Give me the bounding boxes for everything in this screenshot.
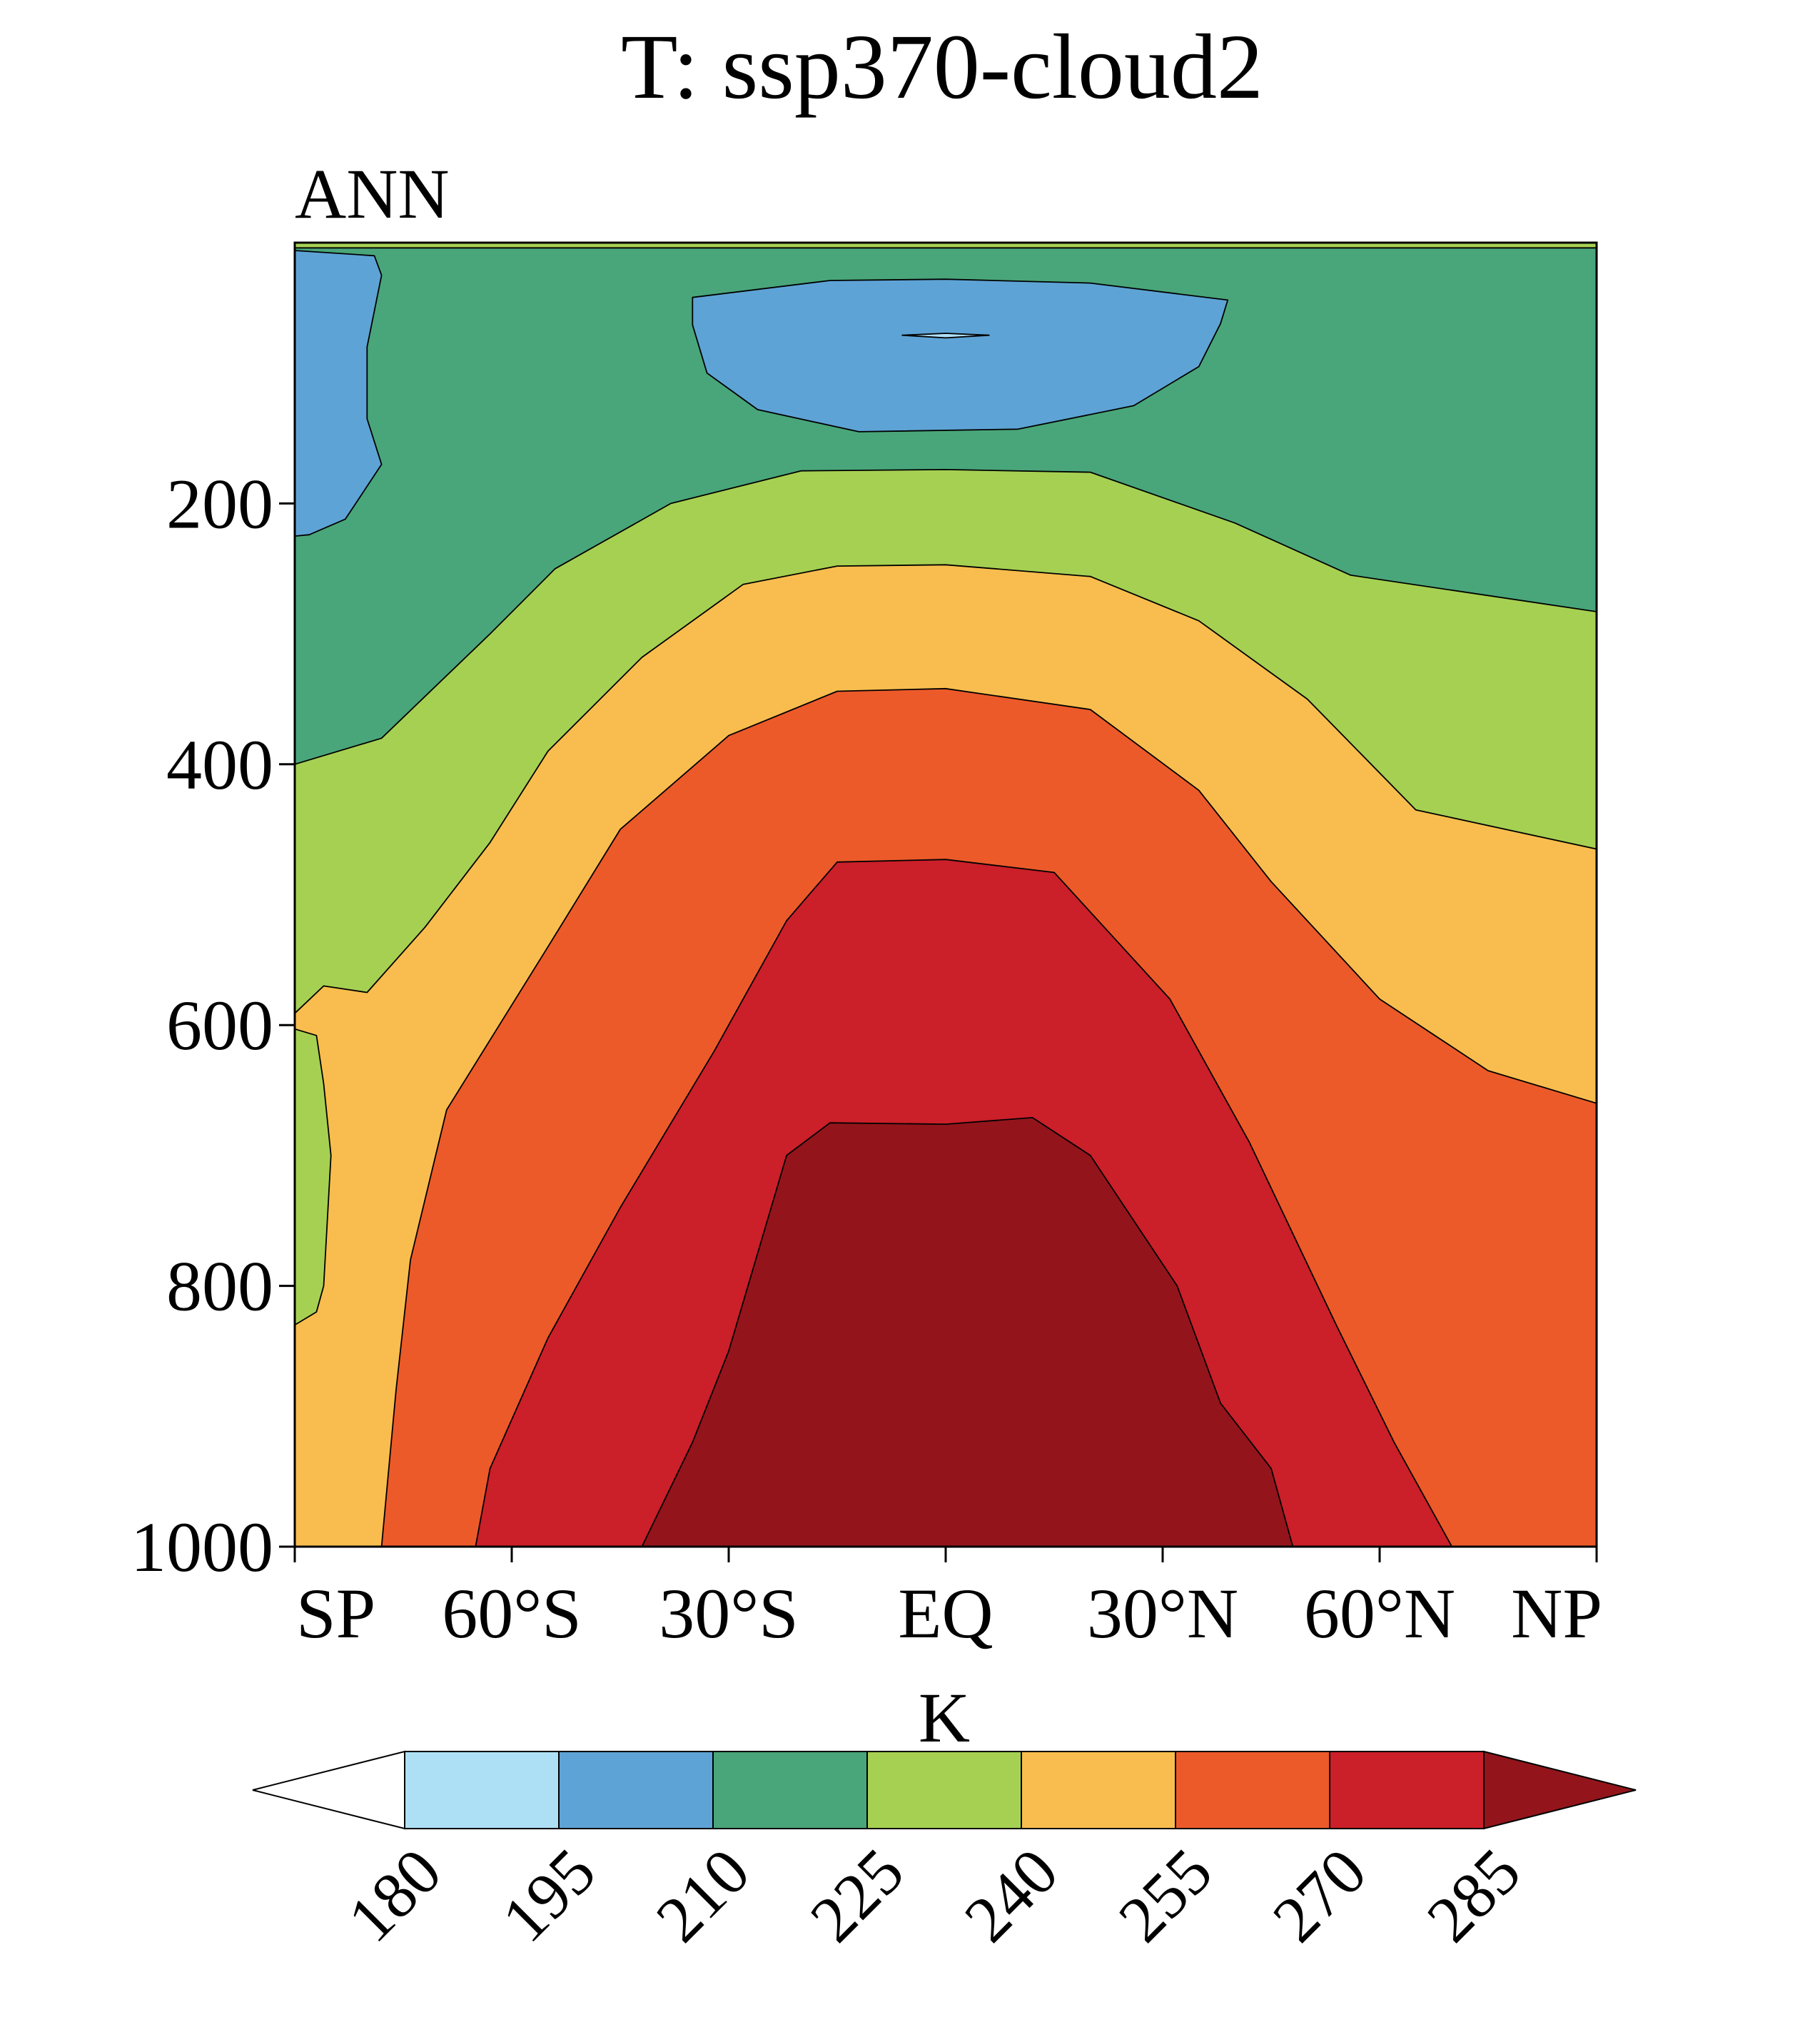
- contour-regions: [295, 243, 1597, 1547]
- colorbar-swatch: [866, 1751, 1022, 1829]
- colorbar-tick-label: 195: [488, 1834, 610, 1956]
- x-tick-label: SP: [296, 1574, 375, 1653]
- contour-region-5: [901, 333, 990, 339]
- colorbar-swatch: [404, 1751, 560, 1829]
- contour-region-10: [641, 1117, 1294, 1547]
- y-axis: 200 400 600 800 1000: [131, 464, 295, 1587]
- y-tick-label: 1000: [131, 1507, 273, 1587]
- contour-region-3: [295, 250, 383, 537]
- colorbar-tick-label: 210: [642, 1834, 764, 1956]
- x-tick-label: NP: [1511, 1574, 1602, 1653]
- y-tick-label: 600: [166, 986, 273, 1065]
- x-tick-label: 30°N: [1087, 1574, 1238, 1653]
- colorbar-swatch: [1021, 1751, 1176, 1829]
- x-tick-label: EQ: [898, 1574, 993, 1653]
- contour-region-7: [295, 1028, 332, 1326]
- colorbar-tick-label: 180: [334, 1834, 455, 1956]
- x-tick-label: 60°S: [442, 1574, 582, 1653]
- colorbar-tick-label: 255: [1105, 1834, 1226, 1956]
- colorbar-extend-high: [1483, 1750, 1637, 1830]
- x-axis: SP 60°S 30°S EQ 30°N 60°N NP: [293, 1547, 1602, 1653]
- chart-title: T: ssp370-cloud2: [621, 16, 1263, 118]
- colorbar-swatch: [1329, 1751, 1485, 1829]
- y-tick-label: 200: [166, 464, 273, 543]
- colorbar-extend-low: [252, 1750, 405, 1830]
- season-label: ANN: [295, 154, 450, 233]
- contour-region-4: [692, 278, 1229, 433]
- colorbar-swatch: [558, 1751, 714, 1829]
- colorbar-swatch: [1175, 1751, 1330, 1829]
- y-tick-label: 400: [166, 725, 273, 804]
- colorbar-tick-label: 225: [797, 1834, 918, 1956]
- x-tick-label: 60°N: [1304, 1574, 1455, 1653]
- colorbar: 180 195 210 225 240 255 270 285: [252, 1750, 1637, 1956]
- contour-region-2: [295, 243, 1597, 249]
- colorbar-label: K: [919, 1678, 970, 1757]
- colorbar-tick-label: 270: [1259, 1834, 1380, 1956]
- colorbar-swatch: [712, 1751, 868, 1829]
- y-tick-label: 800: [166, 1247, 273, 1326]
- colorbar-tick-label: 285: [1413, 1834, 1535, 1956]
- colorbar-tick-label: 240: [951, 1834, 1072, 1956]
- x-tick-label: 30°S: [659, 1574, 799, 1653]
